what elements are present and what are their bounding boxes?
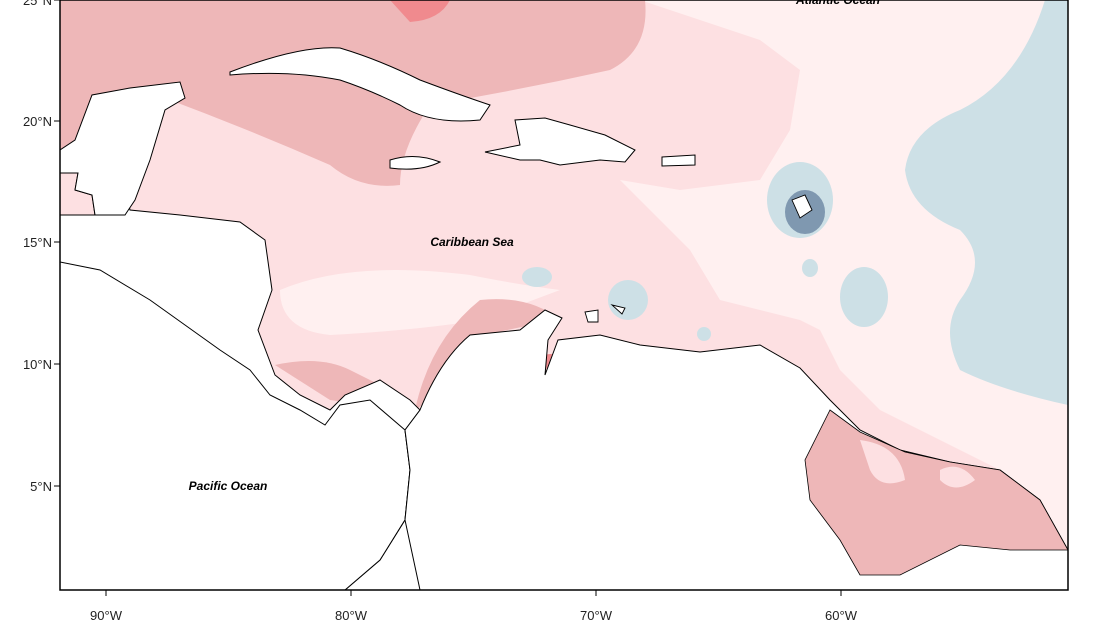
sea-shade-blue	[608, 280, 648, 320]
hispaniola	[484, 117, 636, 166]
sea-shade-blue	[522, 267, 552, 287]
lon-tick-label: 90°W	[90, 608, 123, 623]
lat-tick-label: 15°N	[23, 235, 52, 250]
sea-shade-blue	[697, 327, 711, 341]
lat-tick-label: 20°N	[23, 114, 52, 129]
sea-shade-red	[390, 0, 450, 22]
island	[610, 304, 626, 315]
sea-shade-blue	[802, 259, 818, 277]
lon-tick-label: 70°W	[580, 608, 613, 623]
land-shade	[860, 440, 975, 488]
place-label: Caribbean Sea	[430, 235, 514, 249]
shading	[60, 0, 1068, 590]
sea-shade-light	[280, 270, 560, 335]
lon-tick-label: 60°W	[825, 608, 858, 623]
yucatan	[60, 81, 186, 216]
guadeloupe	[791, 194, 813, 219]
frame	[59, 0, 1069, 591]
sea-shade-blue	[840, 267, 888, 327]
cuba	[229, 47, 491, 122]
sea-shade-dark	[60, 0, 646, 186]
place-label: Pacific Ocean	[189, 479, 268, 493]
place-label: Atlantic Ocean	[795, 0, 880, 7]
jamaica	[389, 156, 442, 170]
lat-tick-label: 10°N	[23, 357, 52, 372]
axes: 25°N 20°N 15°N 10°N 5°N 90°W 80°W 70°W 60°W Atlan…	[23, 0, 880, 623]
puerto-rico	[661, 154, 696, 167]
lon-tick-label: 80°W	[335, 608, 368, 623]
sea-shade-blue	[905, 0, 1068, 405]
island	[584, 309, 599, 323]
lat-tick-label: 5°N	[30, 479, 52, 494]
lat-tick-label: 25°N	[23, 0, 52, 8]
